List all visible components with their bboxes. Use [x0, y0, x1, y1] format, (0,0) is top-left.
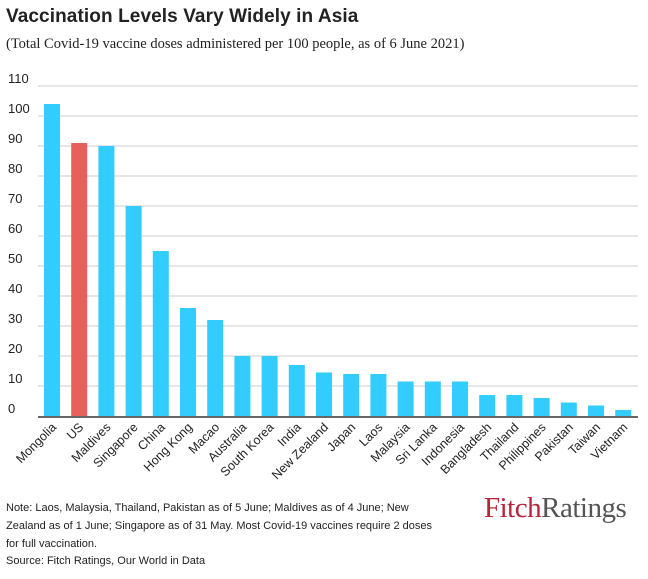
bar-macao: [207, 320, 224, 416]
bar-bangladesh: [479, 395, 496, 416]
chart-title: Vaccination Levels Vary Widely in Asia: [6, 6, 359, 27]
bar-japan: [343, 374, 360, 416]
bar-india: [288, 365, 305, 416]
x-tick-label: Japan: [324, 420, 358, 454]
y-tick-label: 100: [8, 101, 30, 116]
bar-south-korea: [261, 356, 278, 416]
bar-taiwan: [588, 405, 604, 416]
bar-maldives: [98, 146, 115, 416]
bar-hong-kong: [180, 308, 196, 416]
y-tick-label: 110: [8, 71, 29, 86]
y-tick-label: 70: [8, 191, 22, 206]
chart-note: Note: Laos, Malaysia, Thailand, Pakistan…: [6, 502, 432, 550]
bar-vietnam: [615, 410, 632, 416]
y-tick-label: 20: [8, 341, 22, 356]
bar-new-zealand: [316, 372, 332, 416]
bar-us: [71, 143, 88, 416]
chart-source: Source: Fitch Ratings, Our World in Data: [6, 555, 206, 567]
chart-subtitle: (Total Covid-19 vaccine doses administer…: [6, 36, 465, 52]
bar-malaysia: [397, 381, 414, 416]
bar-thailand: [506, 395, 523, 416]
y-tick-label: 90: [8, 131, 22, 146]
bar-singapore: [125, 206, 142, 416]
y-tick-label: 10: [8, 371, 22, 386]
fitch-ratings-logo: FitchRatings: [484, 492, 627, 525]
logo-fitch: Fitch: [484, 492, 542, 524]
bar-sri-lanka: [424, 381, 441, 416]
bar-laos: [370, 374, 387, 416]
y-tick-label: 60: [8, 221, 22, 236]
bar-mongolia: [44, 104, 60, 416]
y-tick-label: 0: [8, 401, 15, 416]
bar-australia: [234, 356, 251, 416]
y-tick-label: 40: [8, 281, 22, 296]
bars: [44, 104, 632, 416]
y-tick-label: 50: [8, 251, 22, 266]
bar-pakistan: [560, 402, 577, 416]
x-tick-label: Mongolia: [13, 420, 59, 466]
bar-indonesia: [452, 381, 468, 416]
logo-ratings: Ratings: [541, 492, 627, 524]
y-tick-label: 80: [8, 161, 22, 176]
bar-chart: 0 10 20 30 40 50 60 70 80 90 100 110 Mongolia USMald…: [8, 71, 638, 482]
bar-philippines: [533, 398, 550, 416]
y-tick-labels: 0 10 20 30 40 50 60 70 80 90 100 110: [8, 71, 30, 416]
y-tick-label: 30: [8, 311, 22, 326]
x-tick-label: US: [64, 420, 86, 442]
bar-china: [152, 251, 169, 416]
